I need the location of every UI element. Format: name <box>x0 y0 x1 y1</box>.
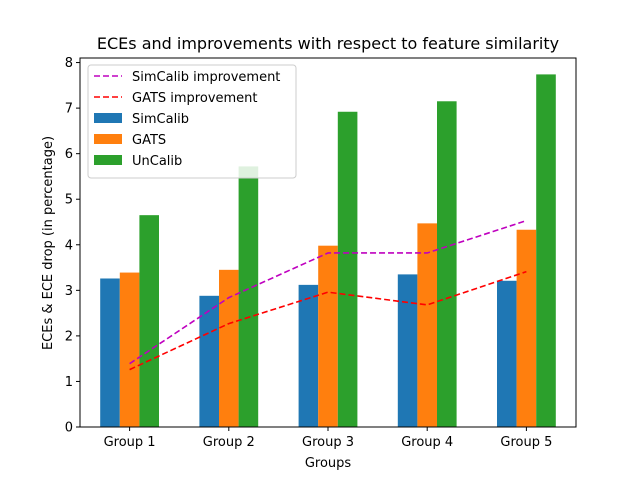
y-tick-label: 0 <box>65 421 73 436</box>
x-axis: Group 1 Group 2 Group 3 Group 4 Group 5 <box>104 427 552 450</box>
y-tick-label: 7 <box>65 102 73 117</box>
y-axis: 0 1 2 3 4 5 6 7 8 <box>65 56 80 436</box>
legend-label-gats: GATS <box>132 133 166 148</box>
legend-label-uncalib: UnCalib <box>132 154 182 169</box>
line-simcalib-improvement <box>129 219 527 365</box>
bar-gats-1 <box>119 272 140 427</box>
bar-simcalib-3 <box>298 284 319 427</box>
x-tick-label: Group 4 <box>401 435 453 450</box>
y-tick-label: 1 <box>65 375 73 390</box>
y-tick-label: 6 <box>65 147 73 162</box>
legend: SimCalib improvement GATS improvement SimC… <box>87 64 297 179</box>
bar-gats-2 <box>219 269 239 427</box>
legend-label-gats-improvement: GATS improvement <box>132 91 258 106</box>
x-tick-label: Group 1 <box>104 435 156 450</box>
bar-uncalib-4 <box>437 101 457 428</box>
bar-simcalib-5 <box>497 280 517 427</box>
x-tick-label: Group 5 <box>500 435 552 450</box>
y-tick-label: 8 <box>65 56 73 71</box>
y-tick-label: 2 <box>65 329 73 344</box>
line-layer <box>129 219 527 371</box>
bar-layer <box>100 74 556 428</box>
legend-swatch-gats <box>94 134 122 144</box>
bar-gats-3 <box>318 245 338 427</box>
y-axis-label: ECEs & ECE drop (in percentage) <box>41 136 56 350</box>
bar-simcalib-2 <box>199 295 219 427</box>
bar-gats-5 <box>516 229 537 427</box>
x-tick-label: Group 2 <box>203 435 255 450</box>
bar-uncalib-2 <box>238 166 259 427</box>
y-tick-label: 5 <box>65 193 73 208</box>
bar-uncalib-1 <box>139 215 159 427</box>
x-tick-label: Group 3 <box>302 435 354 450</box>
legend-label-simcalib-improvement: SimCalib improvement <box>132 70 280 85</box>
chart-title: ECEs and improvements with respect to fe… <box>97 34 559 53</box>
legend-label-simcalib: SimCalib <box>132 112 189 127</box>
bar-gats-4 <box>417 223 437 427</box>
bar-uncalib-5 <box>536 74 556 428</box>
legend-box <box>87 64 297 179</box>
bar-simcalib-1 <box>100 278 120 427</box>
legend-swatch-simcalib <box>94 113 122 123</box>
line-gats-improvement <box>129 270 527 371</box>
bar-simcalib-4 <box>397 274 418 427</box>
y-tick-label: 3 <box>65 284 73 299</box>
bar-uncalib-3 <box>337 111 358 427</box>
x-axis-label: Groups <box>305 456 352 471</box>
legend-swatch-uncalib <box>94 155 122 165</box>
y-tick-label: 4 <box>65 238 73 253</box>
